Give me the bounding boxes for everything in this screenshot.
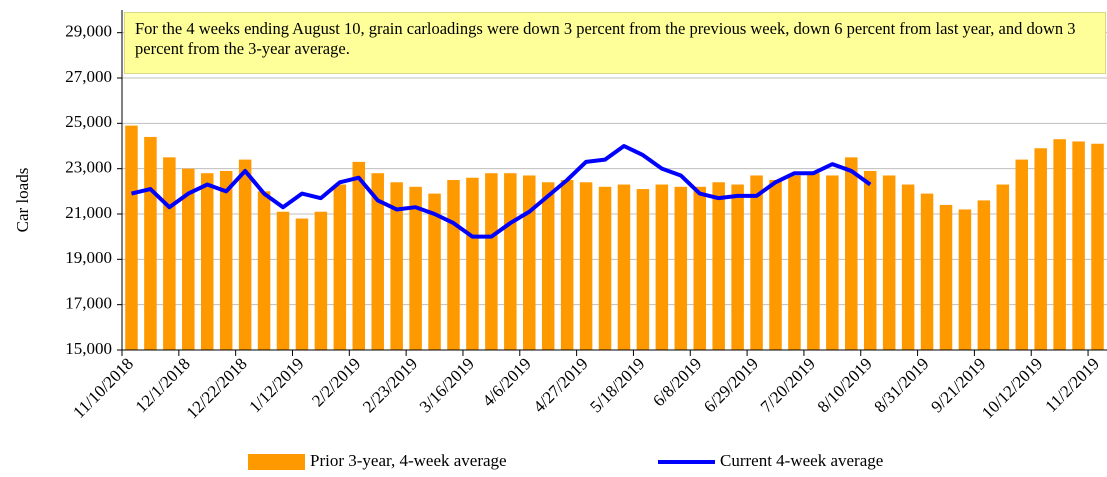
x-tick-label: 10/12/2019 bbox=[978, 354, 1046, 422]
y-tick-label: 29,000 bbox=[65, 22, 112, 41]
bar bbox=[390, 182, 403, 350]
bar bbox=[1091, 143, 1104, 350]
bar bbox=[447, 180, 460, 350]
x-tick-label: 7/20/2019 bbox=[757, 354, 819, 416]
bar bbox=[1072, 141, 1085, 350]
bar bbox=[712, 182, 725, 350]
bar bbox=[560, 180, 574, 350]
x-tick-label: 11/2/2019 bbox=[1041, 354, 1103, 416]
y-tick-label: 21,000 bbox=[65, 203, 112, 222]
legend-swatch bbox=[248, 454, 305, 470]
bar bbox=[655, 184, 669, 350]
legend-label: Prior 3-year, 4-week average bbox=[310, 451, 507, 470]
bar bbox=[200, 173, 214, 350]
bar bbox=[409, 186, 422, 350]
y-tick-label: 25,000 bbox=[65, 112, 112, 131]
x-tick-label: 2/23/2019 bbox=[359, 354, 421, 416]
bar bbox=[977, 200, 991, 350]
bar bbox=[1034, 148, 1047, 350]
annotation: For the 4 weeks ending August 10, grain … bbox=[124, 12, 1106, 74]
bar bbox=[257, 191, 271, 350]
y-tick-label: 19,000 bbox=[65, 248, 112, 267]
bar bbox=[939, 204, 953, 350]
bar bbox=[882, 175, 896, 350]
y-tick-label: 27,000 bbox=[65, 67, 112, 86]
bar bbox=[579, 182, 593, 350]
x-tick-label: 8/10/2019 bbox=[814, 354, 876, 416]
bar bbox=[541, 182, 555, 350]
bar bbox=[826, 175, 839, 350]
y-tick-label: 17,000 bbox=[65, 294, 112, 313]
x-tick-label: 3/16/2019 bbox=[416, 354, 478, 416]
bar bbox=[333, 184, 347, 350]
bar bbox=[352, 161, 366, 350]
bar bbox=[314, 211, 328, 350]
bar bbox=[750, 175, 763, 350]
bar bbox=[674, 186, 688, 350]
bar bbox=[238, 159, 252, 350]
bar bbox=[276, 211, 290, 350]
bar bbox=[125, 125, 138, 350]
bar bbox=[636, 189, 650, 350]
x-tick-label: 5/18/2019 bbox=[586, 354, 648, 416]
y-axis-label: Car loads bbox=[13, 168, 32, 233]
x-tick-label: 12/22/2018 bbox=[183, 354, 251, 422]
y-tick-label: 15,000 bbox=[65, 339, 112, 358]
bar bbox=[182, 168, 195, 350]
bar bbox=[788, 175, 801, 350]
bar bbox=[466, 177, 479, 350]
legend-label: Current 4-week average bbox=[720, 451, 883, 470]
bar bbox=[144, 136, 157, 350]
bar bbox=[731, 184, 744, 350]
bar bbox=[920, 193, 934, 350]
bar bbox=[295, 218, 309, 350]
x-tick-label: 6/29/2019 bbox=[700, 354, 762, 416]
x-tick-label: 4/6/2019 bbox=[479, 354, 535, 410]
y-tick-label: 23,000 bbox=[65, 158, 112, 177]
bar bbox=[485, 173, 498, 350]
bar bbox=[163, 157, 176, 350]
line bbox=[131, 144, 872, 239]
bar bbox=[617, 184, 631, 350]
bar bbox=[523, 175, 536, 350]
bar bbox=[219, 170, 233, 350]
bar bbox=[428, 193, 441, 350]
bar bbox=[807, 173, 820, 350]
x-tick-label: 2/2/2019 bbox=[308, 354, 364, 410]
bar bbox=[504, 173, 517, 350]
x-tick-label: 1/12/2019 bbox=[245, 354, 307, 416]
bar bbox=[901, 184, 915, 350]
bar bbox=[769, 180, 782, 350]
x-tick-label: 8/31/2019 bbox=[870, 354, 932, 416]
bar bbox=[371, 173, 384, 350]
x-tick-label: 4/27/2019 bbox=[529, 354, 591, 416]
bar bbox=[845, 157, 858, 350]
bar bbox=[693, 186, 706, 350]
bar bbox=[863, 170, 877, 350]
bar bbox=[598, 186, 612, 350]
x-tick-label: 11/10/2018 bbox=[69, 354, 137, 422]
bar bbox=[958, 209, 972, 350]
x-tick-label: 6/8/2019 bbox=[649, 354, 705, 410]
bar bbox=[1015, 159, 1029, 350]
bar bbox=[996, 184, 1010, 350]
bar bbox=[1053, 139, 1066, 350]
